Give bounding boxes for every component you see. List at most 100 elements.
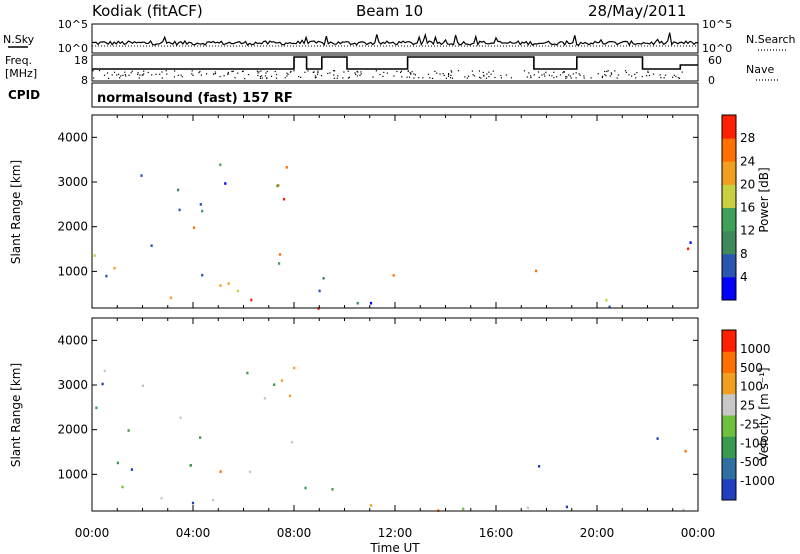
echo-cell (116, 461, 119, 465)
y-tick-label: 4000 (57, 130, 88, 144)
nave-dot (677, 77, 679, 79)
beam-title: Beam 10 (356, 2, 424, 20)
echo-cell (219, 470, 222, 473)
nave-dot (223, 75, 225, 77)
nave-dot (590, 77, 592, 79)
nave-dot (528, 72, 530, 74)
colorbar-segment (722, 253, 736, 278)
nave-dot (360, 71, 362, 73)
x-tick-labels: 00:00 04:00 08:00 12:00 16:00 20:00 00:00 (75, 526, 716, 540)
nave-dot (606, 70, 608, 73)
nsky-tick-high: 10^5 (58, 18, 88, 31)
nave-dot (636, 72, 638, 74)
nave-dot (563, 71, 565, 73)
echo-cell (127, 429, 130, 432)
nave-dot (227, 73, 229, 76)
nave-dot (287, 73, 289, 75)
nave-dot (286, 75, 288, 77)
nave-dot (333, 77, 335, 79)
nave-dot (483, 74, 485, 76)
nave-dot (553, 71, 555, 73)
nave-dot (396, 70, 398, 73)
nave-dot (647, 72, 649, 74)
echo-cell (356, 301, 359, 305)
nave-dot (681, 71, 683, 73)
colorbar-frame (721, 114, 737, 301)
nave-dot (214, 73, 216, 75)
nave-dot (219, 75, 221, 78)
nave-dot (478, 70, 480, 72)
x-tick-label: 00:00 (75, 526, 110, 540)
nave-dot (382, 75, 384, 77)
velocity-colorbar: 1000 500 100 25 -25 -100 -500 -1000 (721, 329, 775, 501)
y-tick-label: 2000 (57, 220, 88, 234)
nave-dot (198, 72, 200, 74)
nave-dot (180, 74, 182, 76)
nave-dot (128, 74, 130, 76)
nave-dot (143, 73, 145, 75)
freq-panel: 18 8 60 0 Freq. [MHz] Nave (5, 54, 778, 87)
nave-dot (578, 73, 580, 75)
nsky-trace (91, 32, 699, 47)
y-tick-label: 1000 (57, 264, 88, 278)
nave-dot (312, 71, 314, 73)
nave-dot (445, 77, 447, 79)
echo-cell (246, 371, 249, 375)
nave-dot (181, 76, 183, 78)
echo-cell (250, 298, 253, 302)
nave-dot (451, 77, 454, 79)
nave-dot (616, 77, 618, 79)
nave-dot (544, 75, 546, 77)
nave-dot (500, 75, 502, 77)
power-colorbar: 4 8 12 16 20 24 28 (721, 114, 755, 301)
nave-dot (472, 74, 474, 76)
nave-dot (449, 77, 452, 79)
nave-dot (257, 72, 259, 74)
nave-dot (213, 73, 215, 75)
nave-dot (165, 70, 167, 72)
y-tick-label: 2000 (57, 423, 88, 437)
nave-dot (304, 71, 306, 73)
nave-dot (244, 78, 246, 80)
colorbar-segment (722, 415, 736, 437)
nave-dot (583, 75, 585, 77)
nave-dot (480, 77, 482, 79)
echo-cell (227, 282, 230, 285)
nave-dot (610, 72, 612, 74)
colorbar-tick-label: 500 (740, 361, 763, 375)
nave-dot (265, 72, 267, 74)
echo-cell (565, 505, 568, 509)
nave-dot (483, 75, 485, 77)
nave-dot (138, 77, 140, 79)
cpid-row: CPID normalsound (fast) 157 RF (8, 82, 699, 108)
nave-dot (601, 77, 603, 79)
nave-dot (124, 71, 126, 73)
nave-dot (336, 77, 338, 79)
nave-dot (313, 71, 315, 73)
nave-dot (575, 77, 577, 79)
nave-dot (406, 76, 408, 78)
nave-dot (611, 73, 613, 75)
nave-dot (533, 74, 535, 76)
nave-dot (375, 70, 377, 72)
nave-dot (118, 73, 120, 75)
echo-cell (278, 253, 282, 256)
nave-dot (200, 74, 202, 76)
echo-cell (304, 486, 307, 490)
nave-dot (227, 72, 229, 75)
colorbar-tick-label: 28 (740, 131, 755, 145)
echo-cell (608, 305, 611, 309)
nave-dot (161, 71, 163, 73)
nave-dot (408, 76, 411, 78)
nave-dot (266, 77, 268, 79)
nave-dot (125, 75, 127, 77)
echo-cell (191, 501, 195, 505)
nave-dot (436, 72, 438, 74)
nave-dot (448, 73, 450, 75)
echo-cell (192, 226, 196, 229)
nave-dot (530, 77, 532, 79)
velocity-panel: 1000 2000 3000 4000 Slant Range [km] 1000 50… (9, 317, 775, 512)
nave-dot (646, 75, 648, 77)
nsky-line (91, 32, 699, 47)
